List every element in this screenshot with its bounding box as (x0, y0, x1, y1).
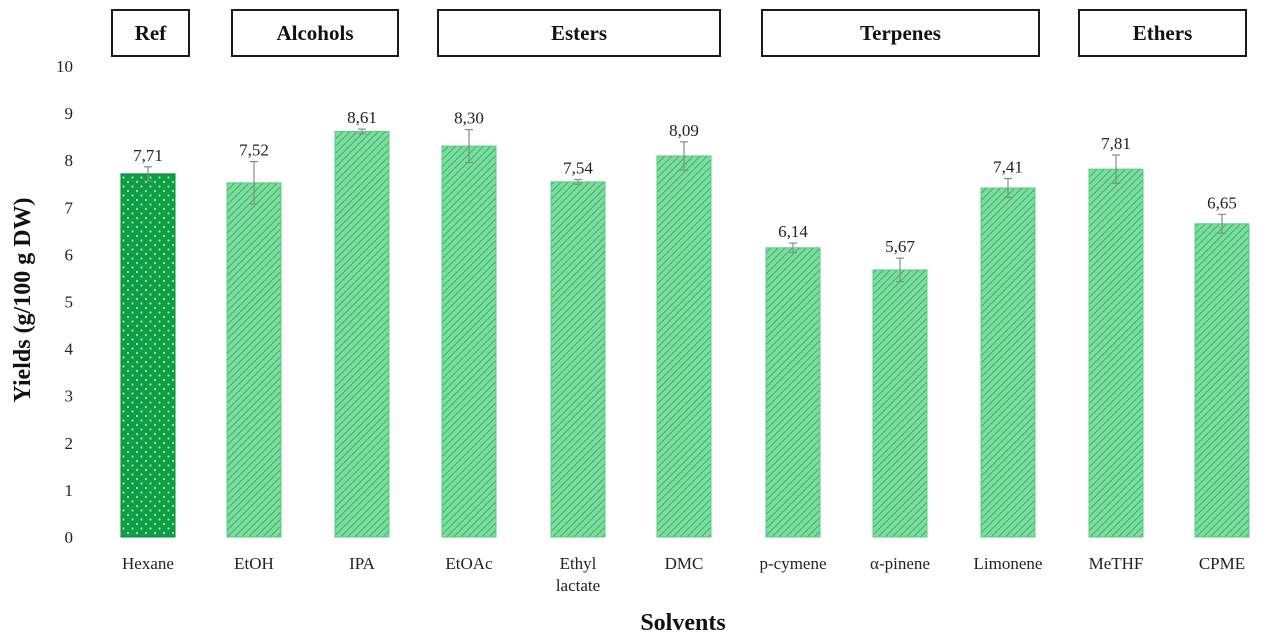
data-label: 5,67 (885, 237, 915, 256)
bar-α-pinene (872, 269, 928, 538)
x-tick-label: Hexane (122, 554, 174, 573)
data-label: 8,09 (669, 121, 699, 140)
y-tick-label: 6 (65, 245, 74, 264)
data-label: 8,30 (454, 109, 484, 128)
data-label: 6,14 (778, 222, 808, 241)
error-bar (1004, 177, 1012, 199)
x-axis-labels: Hexane EtOH IPA EtOAc Ethyl lactate DMC p-cymen… (122, 554, 1245, 595)
bar-methf (1088, 168, 1144, 538)
error-bar (465, 128, 473, 164)
y-tick-label: 8 (65, 151, 74, 170)
bar-ethyl-lactate (550, 181, 606, 538)
data-label: 7,54 (563, 159, 593, 178)
bar-limonene (980, 187, 1036, 538)
bar-hexane (120, 173, 176, 538)
y-tick-label: 9 (65, 104, 74, 123)
bar-etoac (441, 145, 497, 538)
error-bar (574, 178, 582, 185)
group-label-ref: Ref (111, 9, 190, 57)
x-tick-label: Limonene (974, 554, 1043, 573)
bar-ipa (334, 130, 390, 538)
bar-dmc (656, 155, 712, 538)
error-bar (144, 166, 152, 182)
data-label: 7,41 (993, 158, 1023, 177)
y-axis-title: Yields (g/100 g DW) (10, 197, 36, 402)
group-label-terpenes: Terpenes (761, 9, 1040, 57)
x-tick-label: EtOAc (445, 554, 493, 573)
group-label-alcohols: Alcohols (231, 9, 399, 57)
error-bar (1112, 154, 1120, 184)
x-axis-title: Solvents (640, 610, 725, 636)
y-axis-ticks: 0 1 2 3 4 5 6 7 8 9 10 (56, 57, 74, 547)
data-label: 7,71 (133, 146, 163, 165)
error-bar (1218, 213, 1226, 234)
y-tick-label: 1 (65, 481, 74, 500)
data-label: 7,81 (1101, 134, 1131, 153)
x-tick-label: α-pinene (870, 554, 930, 573)
error-bar (358, 128, 366, 135)
x-tick-label: IPA (349, 554, 376, 573)
data-labels: 7,71 7,52 8,61 8,30 7,54 8,09 6,14 5,67 7,41 7,81… (133, 108, 1237, 256)
x-tick-label: MeTHF (1089, 554, 1144, 573)
y-tick-label: 5 (65, 293, 74, 312)
bars (120, 130, 1250, 538)
y-tick-label: 7 (65, 198, 74, 217)
x-tick-label: CPME (1199, 554, 1245, 573)
y-tick-label: 10 (56, 57, 73, 76)
data-label: 7,52 (239, 141, 269, 160)
x-tick-label: EtOH (234, 554, 274, 573)
x-tick-label: p-cymene (759, 554, 826, 573)
data-label: 6,65 (1207, 193, 1237, 212)
data-label: 8,61 (347, 108, 377, 127)
bar-etoh (226, 182, 282, 538)
error-bar (680, 141, 688, 171)
y-tick-label: 0 (65, 528, 74, 547)
x-tick-label: Ethyl lactate (556, 554, 600, 595)
group-label-esters: Esters (437, 9, 721, 57)
y-tick-label: 3 (65, 387, 74, 406)
error-bar (789, 242, 797, 254)
group-label-ethers: Ethers (1078, 9, 1247, 57)
y-tick-label: 2 (65, 434, 74, 453)
x-tick-label: DMC (665, 554, 704, 573)
error-bars (144, 128, 1226, 283)
y-tick-label: 4 (65, 340, 74, 359)
error-bar (896, 257, 904, 283)
bar-cpme (1194, 223, 1250, 538)
bar-p-cymene (765, 247, 821, 538)
error-bar (250, 161, 258, 205)
